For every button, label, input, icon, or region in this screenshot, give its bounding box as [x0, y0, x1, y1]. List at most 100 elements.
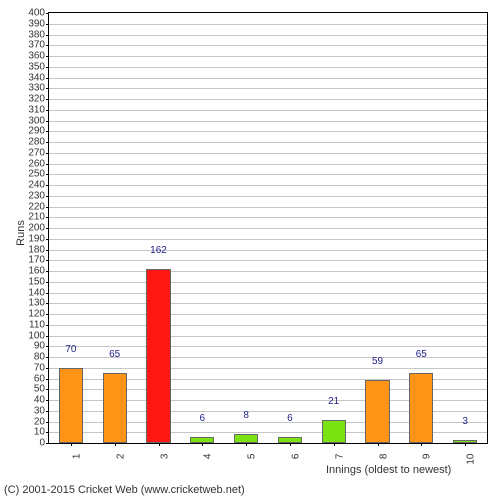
- x-tick-mark: [421, 443, 422, 446]
- grid-line: [49, 196, 487, 197]
- grid-line: [49, 250, 487, 251]
- y-tick-label: 150: [28, 276, 49, 287]
- bar-value-label: 65: [109, 349, 120, 360]
- y-tick-label: 320: [28, 94, 49, 105]
- grid-line: [49, 35, 487, 36]
- y-tick-label: 250: [28, 169, 49, 180]
- grid-line: [49, 336, 487, 337]
- grid-line: [49, 271, 487, 272]
- copyright-text: (C) 2001-2015 Cricket Web (www.cricketwe…: [4, 484, 245, 496]
- grid-line: [49, 325, 487, 326]
- y-tick-label: 230: [28, 190, 49, 201]
- grid-line: [49, 88, 487, 89]
- y-tick-label: 140: [28, 287, 49, 298]
- plot-area: 0102030405060708090100110120130140150160…: [48, 12, 488, 444]
- y-tick-label: 270: [28, 147, 49, 158]
- x-tick-mark: [202, 443, 203, 446]
- y-tick-label: 160: [28, 266, 49, 277]
- x-tick-label: 6: [288, 454, 301, 460]
- y-tick-label: 240: [28, 180, 49, 191]
- y-tick-label: 310: [28, 104, 49, 115]
- grid-line: [49, 131, 487, 132]
- grid-line: [49, 121, 487, 122]
- bar-value-label: 65: [416, 349, 427, 360]
- grid-line: [49, 239, 487, 240]
- y-tick-label: 280: [28, 137, 49, 148]
- grid-line: [49, 174, 487, 175]
- y-tick-label: 40: [34, 395, 49, 406]
- grid-line: [49, 293, 487, 294]
- y-tick-label: 380: [28, 29, 49, 40]
- x-tick-label: 3: [157, 454, 170, 460]
- y-tick-label: 60: [34, 373, 49, 384]
- x-tick-label: 10: [464, 454, 477, 465]
- y-tick-label: 90: [34, 341, 49, 352]
- grid-line: [49, 153, 487, 154]
- x-tick-label: 5: [245, 454, 258, 460]
- y-tick-label: 260: [28, 158, 49, 169]
- y-tick-label: 340: [28, 72, 49, 83]
- grid-line: [49, 99, 487, 100]
- grid-line: [49, 45, 487, 46]
- grid-line: [49, 164, 487, 165]
- y-tick-label: 10: [34, 427, 49, 438]
- y-tick-label: 390: [28, 18, 49, 29]
- grid-line: [49, 78, 487, 79]
- chart-container: 0102030405060708090100110120130140150160…: [0, 0, 500, 500]
- y-tick-label: 360: [28, 51, 49, 62]
- x-tick-mark: [115, 443, 116, 446]
- bar-value-label: 6: [287, 413, 293, 424]
- grid-line: [49, 142, 487, 143]
- grid-line: [49, 228, 487, 229]
- y-tick-label: 80: [34, 352, 49, 363]
- y-tick-label: 130: [28, 298, 49, 309]
- x-tick-label: 8: [376, 454, 389, 460]
- bar: [322, 420, 346, 443]
- x-tick-label: 4: [201, 454, 214, 460]
- x-tick-mark: [334, 443, 335, 446]
- grid-line: [49, 260, 487, 261]
- bar-value-label: 8: [243, 410, 249, 421]
- y-tick-label: 220: [28, 201, 49, 212]
- x-tick-label: 7: [332, 454, 345, 460]
- grid-line: [49, 303, 487, 304]
- y-tick-label: 180: [28, 244, 49, 255]
- y-tick-label: 50: [34, 384, 49, 395]
- bar-value-label: 3: [462, 416, 468, 427]
- bar: [59, 368, 83, 443]
- bar-value-label: 6: [200, 413, 206, 424]
- y-tick-label: 290: [28, 126, 49, 137]
- x-tick-label: 9: [420, 454, 433, 460]
- bar: [234, 434, 258, 443]
- y-axis-title: Runs: [15, 220, 27, 246]
- y-tick-label: 70: [34, 362, 49, 373]
- y-tick-label: 350: [28, 61, 49, 72]
- bar-value-label: 70: [65, 344, 76, 355]
- x-tick-mark: [290, 443, 291, 446]
- x-tick-mark: [246, 443, 247, 446]
- y-tick-label: 120: [28, 309, 49, 320]
- grid-line: [49, 67, 487, 68]
- x-tick-label: 1: [69, 454, 82, 460]
- x-tick-mark: [465, 443, 466, 446]
- y-tick-label: 200: [28, 223, 49, 234]
- y-tick-label: 170: [28, 255, 49, 266]
- y-tick-label: 400: [28, 8, 49, 19]
- y-tick-label: 190: [28, 233, 49, 244]
- grid-line: [49, 314, 487, 315]
- y-tick-label: 300: [28, 115, 49, 126]
- x-tick-mark: [71, 443, 72, 446]
- bar: [365, 380, 389, 443]
- grid-line: [49, 207, 487, 208]
- grid-line: [49, 110, 487, 111]
- x-tick-label: 2: [113, 454, 126, 460]
- grid-line: [49, 185, 487, 186]
- y-tick-label: 210: [28, 212, 49, 223]
- y-tick-label: 370: [28, 40, 49, 51]
- y-tick-label: 330: [28, 83, 49, 94]
- grid-line: [49, 217, 487, 218]
- x-tick-mark: [378, 443, 379, 446]
- x-axis-title: Innings (oldest to newest): [326, 464, 451, 476]
- y-tick-label: 110: [29, 319, 49, 330]
- bar: [409, 373, 433, 443]
